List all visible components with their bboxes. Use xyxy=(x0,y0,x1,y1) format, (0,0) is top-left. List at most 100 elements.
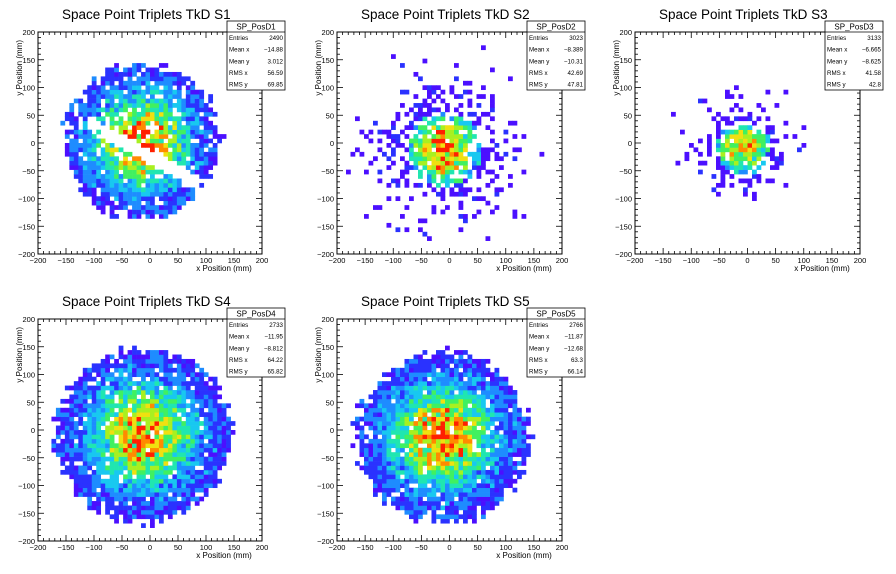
heatmap-cell xyxy=(440,465,446,471)
heatmap-cell xyxy=(494,501,500,506)
heatmap-cell xyxy=(440,151,446,157)
heatmap-cell xyxy=(711,174,717,179)
heatmap-cell xyxy=(743,165,748,170)
heatmap-cell xyxy=(141,469,146,475)
heatmap-cell xyxy=(78,416,84,422)
heatmap-cell xyxy=(100,174,106,179)
heatmap-cell xyxy=(118,403,124,409)
heatmap-cell xyxy=(105,447,110,453)
heatmap-cell xyxy=(472,367,477,373)
heatmap-cell xyxy=(458,421,464,426)
heatmap-cell xyxy=(100,403,106,409)
x-tick-label: 150 xyxy=(228,543,241,552)
heatmap-cell xyxy=(154,376,160,382)
heatmap-cell xyxy=(413,111,419,117)
heatmap-cell xyxy=(91,151,97,157)
heatmap-cell xyxy=(400,394,405,400)
heatmap-cell xyxy=(127,376,133,382)
heatmap-cell xyxy=(472,456,477,462)
heatmap-cell xyxy=(78,447,84,453)
heatmap-cell xyxy=(463,390,468,395)
heatmap-cell xyxy=(454,478,459,484)
heatmap-cell xyxy=(512,434,518,440)
heatmap-cell xyxy=(454,452,459,457)
heatmap-cell xyxy=(521,425,527,431)
heatmap-cell xyxy=(454,191,459,197)
heatmap-cell xyxy=(141,178,146,184)
heatmap-cell xyxy=(127,447,133,453)
heatmap-cell xyxy=(431,514,437,520)
heatmap-cell xyxy=(512,156,518,162)
heatmap-cell xyxy=(526,421,531,426)
heatmap-cell xyxy=(675,160,681,166)
heatmap-cell xyxy=(512,469,518,475)
x-tick-label: −100 xyxy=(683,256,700,265)
heatmap-cell xyxy=(150,447,155,453)
heatmap-cell xyxy=(208,94,214,99)
heatmap-cell xyxy=(765,89,771,95)
heatmap-cell xyxy=(73,447,79,453)
heatmap-cell xyxy=(109,461,115,466)
heatmap-cell xyxy=(386,456,392,462)
heatmap-cell xyxy=(163,120,169,126)
heatmap-cell xyxy=(720,174,726,179)
heatmap-cell xyxy=(194,438,200,444)
y-tick-label: −200 xyxy=(317,250,334,259)
heatmap-cell xyxy=(503,407,509,413)
heatmap-cell xyxy=(436,107,441,113)
heatmap-cell xyxy=(512,425,518,431)
heatmap-cell xyxy=(123,367,128,373)
heatmap-cell xyxy=(449,151,455,157)
heatmap-cell xyxy=(87,103,93,108)
heatmap-cell xyxy=(105,469,110,475)
heatmap-cell xyxy=(64,438,70,444)
heatmap-cell xyxy=(436,372,441,378)
stats-value: 3.012 xyxy=(268,58,284,65)
heatmap-cell xyxy=(69,111,75,117)
heatmap-cell xyxy=(145,182,151,188)
heatmap-cell xyxy=(738,156,744,162)
heatmap-cell xyxy=(481,496,486,502)
heatmap-cell xyxy=(373,412,378,417)
heatmap-cell xyxy=(212,443,218,449)
heatmap-cell xyxy=(481,425,486,431)
heatmap-cell xyxy=(413,160,419,166)
heatmap-cell xyxy=(494,474,500,480)
heatmap-cell xyxy=(136,403,142,409)
heatmap-cell xyxy=(176,354,182,360)
heatmap-cell xyxy=(181,196,187,202)
heatmap-cell xyxy=(386,416,392,422)
heatmap-cell xyxy=(127,196,133,202)
heatmap-cell xyxy=(463,143,468,148)
heatmap-cell xyxy=(431,116,437,122)
heatmap-cell xyxy=(150,71,155,77)
heatmap-cell xyxy=(472,151,477,157)
heatmap-cell xyxy=(199,483,205,489)
heatmap-cell xyxy=(431,363,437,369)
heatmap-cell xyxy=(716,182,721,188)
heatmap-cell xyxy=(752,191,757,197)
heatmap-cell xyxy=(154,385,160,391)
heatmap-cell xyxy=(445,160,450,166)
heatmap-cell xyxy=(199,385,205,391)
heatmap-cell xyxy=(176,116,182,122)
heatmap-cell xyxy=(445,151,450,157)
heatmap-cell xyxy=(100,376,106,382)
heatmap-cell xyxy=(60,425,66,431)
heatmap-cell xyxy=(458,385,464,391)
heatmap-cell xyxy=(454,165,459,170)
heatmap-cell xyxy=(78,443,84,449)
heatmap-cell xyxy=(123,169,128,175)
heatmap-cell xyxy=(127,465,133,471)
heatmap-cell xyxy=(747,178,753,184)
heatmap-cell xyxy=(418,496,423,502)
heatmap-cell xyxy=(127,483,133,489)
heatmap-cell xyxy=(404,372,410,378)
heatmap-cell xyxy=(132,71,137,77)
heatmap-cell xyxy=(145,461,151,466)
heatmap-cell xyxy=(123,200,128,206)
heatmap-cell xyxy=(172,434,178,440)
heatmap-cell xyxy=(445,474,450,480)
heatmap-cell xyxy=(409,138,414,144)
heatmap-cell xyxy=(413,452,419,457)
